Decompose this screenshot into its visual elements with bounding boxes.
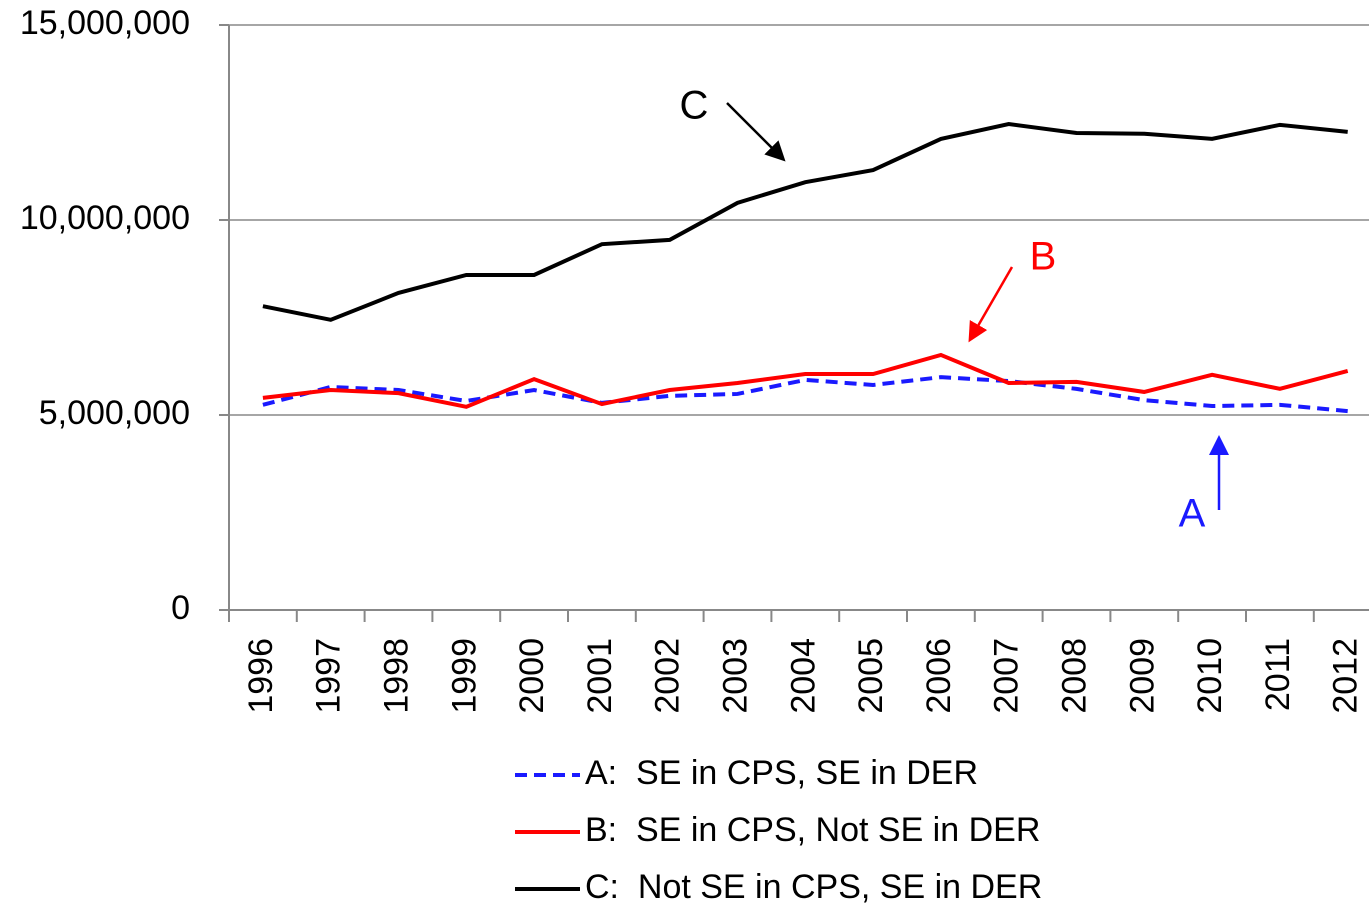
- legend-label: A: SE in CPS, SE in DER: [585, 754, 978, 792]
- annotation: B: [1030, 235, 1057, 279]
- legend-label: C: Not SE in CPS, SE in DER: [585, 868, 1042, 906]
- series-line: [262, 352, 1349, 409]
- x-tick-label: 2012: [1327, 638, 1365, 714]
- x-tick-label: 2001: [581, 638, 619, 714]
- x-tick-label: 2003: [716, 638, 754, 714]
- x-tick-label: 2010: [1191, 638, 1229, 714]
- x-tick-label: 2006: [920, 638, 958, 714]
- series-line: [262, 375, 1348, 414]
- annotation: C: [680, 84, 709, 128]
- x-tick-label: 2002: [649, 638, 687, 714]
- annotation: A: [1179, 492, 1206, 536]
- x-tick-label: 2011: [1259, 638, 1297, 711]
- arrow: [968, 266, 1014, 343]
- x-tick-label: 2000: [513, 638, 551, 714]
- x-tick-label: 1999: [445, 638, 483, 714]
- y-tick-label: 15,000,000: [20, 4, 190, 42]
- y-tick-label: 5,000,000: [39, 394, 190, 432]
- series-line: [262, 122, 1348, 322]
- x-tick-label: 2009: [1123, 638, 1161, 714]
- legend-label: B: SE in CPS, Not SE in DER: [585, 811, 1040, 849]
- y-tick-label: 0: [171, 589, 190, 627]
- x-tick-label: 2008: [1055, 638, 1093, 714]
- x-tick-label: 1996: [242, 638, 280, 714]
- arrow: [726, 102, 786, 162]
- x-tick-label: 2007: [988, 638, 1026, 714]
- x-tick-label: 2004: [784, 638, 822, 714]
- y-tick-label: 10,000,000: [20, 199, 190, 237]
- x-tick-label: 1997: [310, 638, 348, 714]
- x-tick-label: 2005: [852, 638, 890, 714]
- x-tick-label: 1998: [377, 638, 415, 714]
